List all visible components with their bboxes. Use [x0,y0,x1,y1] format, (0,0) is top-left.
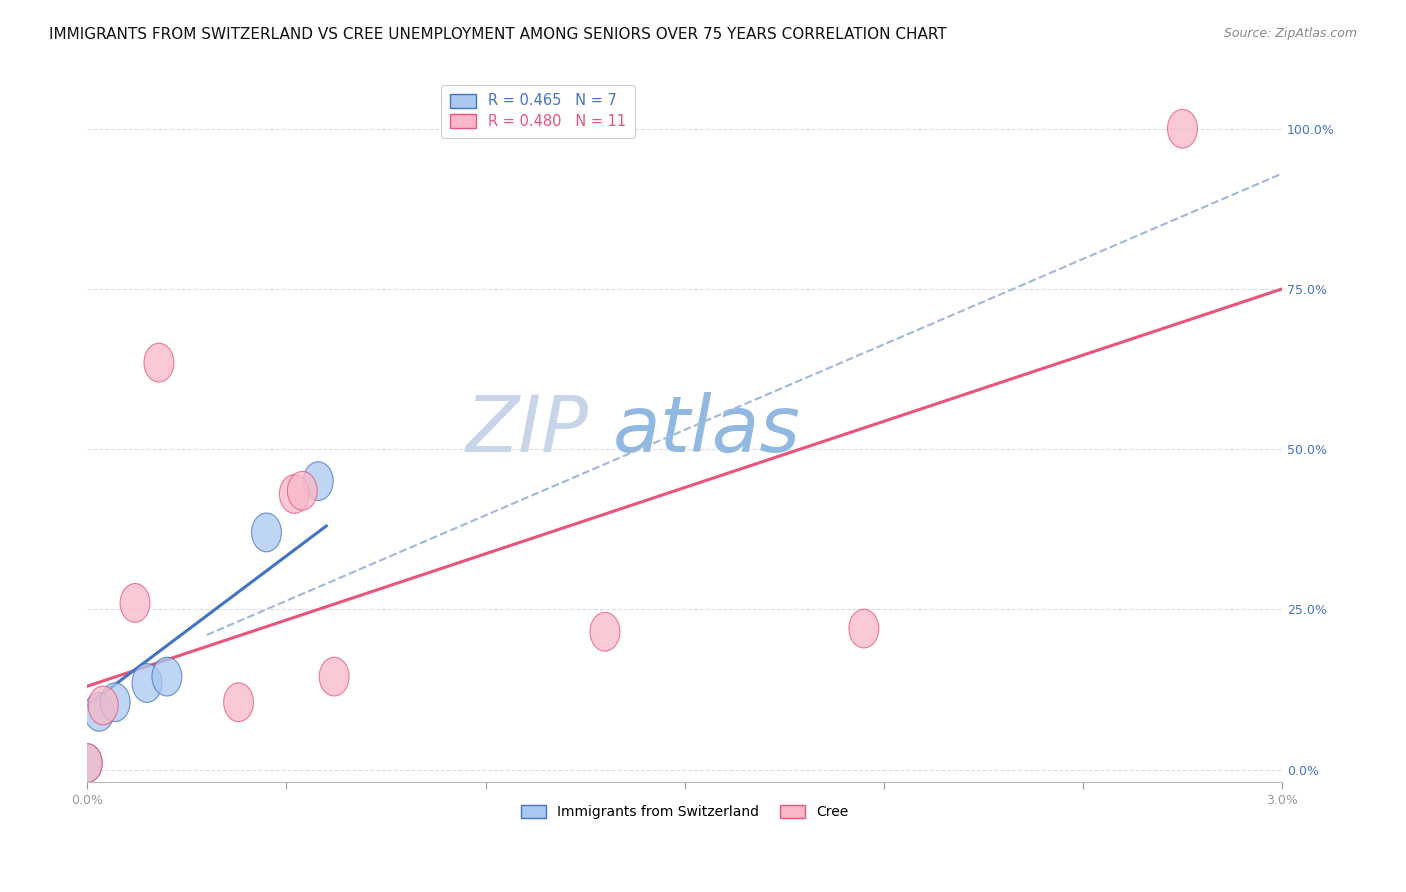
Ellipse shape [100,683,129,722]
Text: Source: ZipAtlas.com: Source: ZipAtlas.com [1223,27,1357,40]
Ellipse shape [252,513,281,552]
Ellipse shape [591,613,620,651]
Text: atlas: atlas [613,392,801,468]
Ellipse shape [89,686,118,725]
Ellipse shape [120,583,150,623]
Ellipse shape [143,343,174,382]
Ellipse shape [319,657,349,696]
Ellipse shape [280,475,309,514]
Ellipse shape [132,664,162,702]
Ellipse shape [152,657,181,696]
Text: ZIP: ZIP [465,392,589,468]
Ellipse shape [1167,110,1198,148]
Text: IMMIGRANTS FROM SWITZERLAND VS CREE UNEMPLOYMENT AMONG SENIORS OVER 75 YEARS COR: IMMIGRANTS FROM SWITZERLAND VS CREE UNEM… [49,27,948,42]
Ellipse shape [304,462,333,500]
Ellipse shape [224,683,253,722]
Ellipse shape [849,609,879,648]
Ellipse shape [72,744,103,782]
Legend: Immigrants from Switzerland, Cree: Immigrants from Switzerland, Cree [516,799,853,825]
Ellipse shape [84,692,114,731]
Ellipse shape [287,471,318,510]
Ellipse shape [72,744,103,782]
